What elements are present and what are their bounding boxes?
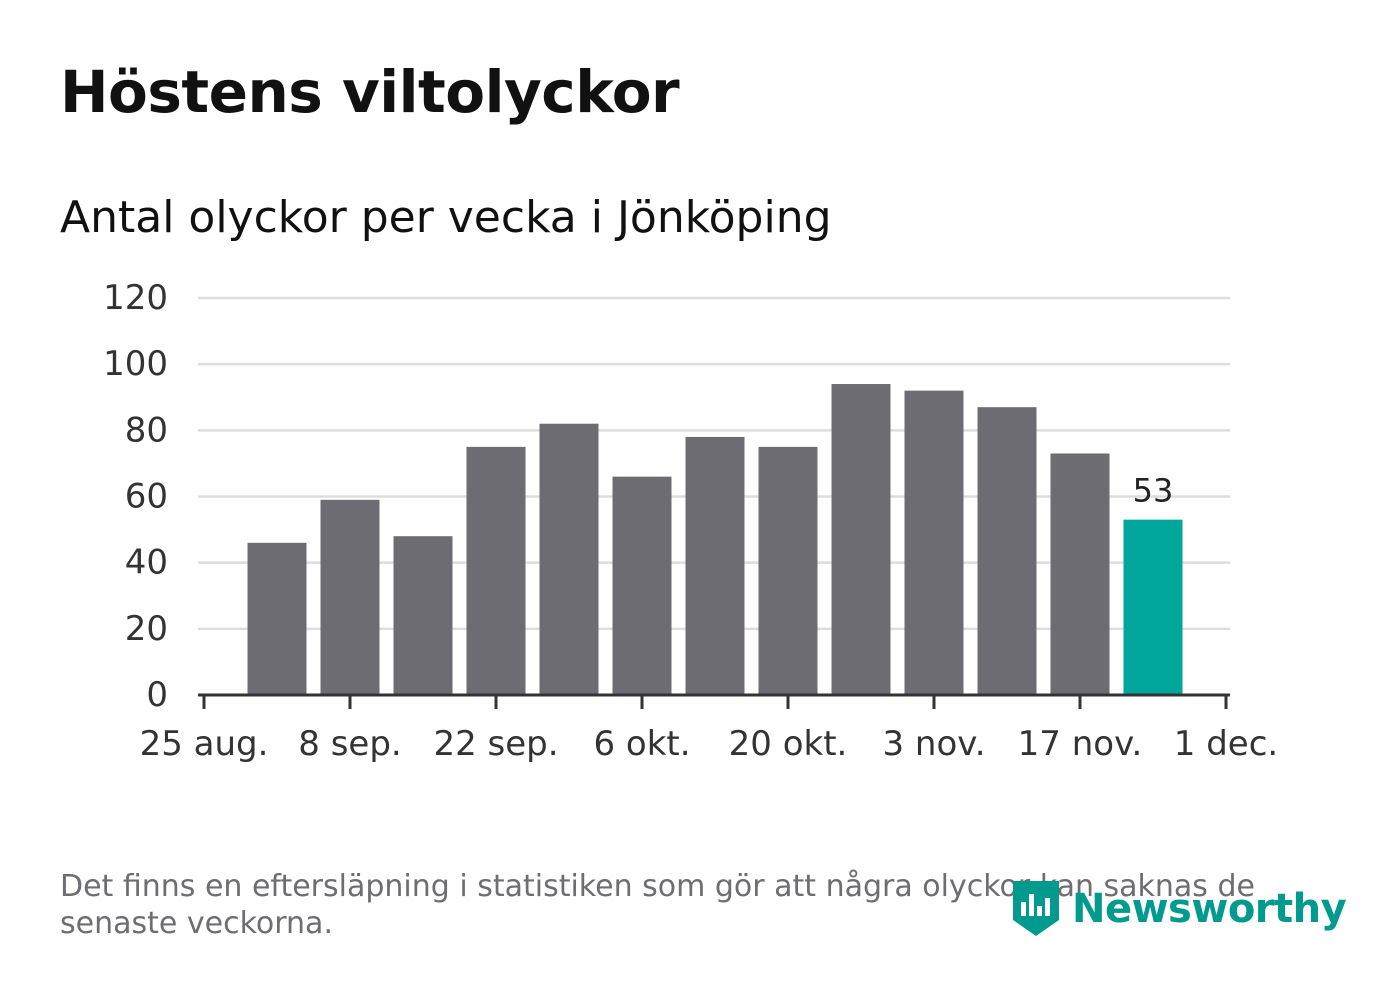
chart-subtitle: Antal olyckor per vecka i Jönköping: [60, 192, 832, 243]
bar: [393, 536, 453, 695]
x-tick-label: 1 dec.: [1174, 724, 1278, 764]
x-tick-label: 3 nov.: [882, 724, 985, 764]
chart-title: Höstens viltolyckor: [60, 58, 680, 126]
y-tick-label: 80: [125, 410, 168, 450]
y-tick-label: 60: [125, 477, 168, 517]
bar: [831, 384, 891, 695]
brand-name: Newsworthy: [1072, 886, 1347, 932]
x-tick-label: 25 aug.: [140, 724, 269, 764]
x-tick-label: 8 sep.: [298, 724, 401, 764]
bar: [904, 390, 964, 695]
x-tick-label: 20 okt.: [729, 724, 848, 764]
x-tick-label: 17 nov.: [1018, 724, 1143, 764]
x-tick-label: 6 okt.: [593, 724, 690, 764]
y-tick-label: 0: [146, 675, 168, 715]
x-tick-label: 22 sep.: [433, 724, 558, 764]
bar: [1050, 453, 1110, 695]
bar: [539, 423, 599, 695]
bar-highlighted: [1123, 519, 1183, 695]
bar-data-label: 53: [1133, 472, 1174, 510]
brand: Newsworthy: [1010, 878, 1347, 940]
y-tick-label: 100: [103, 344, 168, 384]
bar: [466, 446, 526, 695]
bar: [758, 446, 818, 695]
newsworthy-logo-icon: [1013, 881, 1059, 936]
bar: [977, 407, 1037, 695]
bar: [612, 476, 672, 695]
y-tick-label: 40: [125, 543, 168, 583]
bar: [320, 499, 380, 695]
y-tick-label: 20: [125, 609, 168, 649]
bar: [247, 542, 307, 695]
y-tick-label: 120: [103, 278, 168, 318]
bar: [685, 436, 745, 695]
